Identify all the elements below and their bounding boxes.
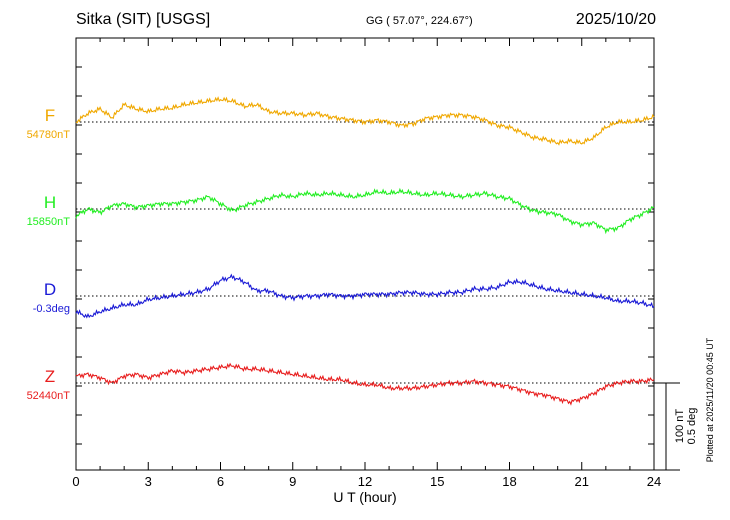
series-F-baseline-value: 54780nT: [27, 129, 71, 141]
series-F-name: F: [45, 106, 55, 125]
series-baselines: [76, 121, 654, 384]
scale-bar: 100 nT 0.5 deg Plotted at 2025/11/20 00:…: [654, 337, 715, 471]
plotted-timestamp: Plotted at 2025/11/20 00:45 UT: [705, 337, 715, 462]
x-tick-label: 3: [145, 474, 152, 489]
plot-date: 2025/10/20: [575, 11, 656, 28]
series-Z-line: [75, 362, 655, 406]
station-coordinates: GG ( 57.07°, 224.67°): [366, 15, 473, 27]
station-title: Sitka (SIT) [USGS]: [76, 11, 211, 28]
x-tick-label: 6: [217, 474, 224, 489]
series-D-name: D: [44, 280, 56, 299]
x-axis: U T (hour) 0 3 6 9 12 15 18 21 24: [72, 474, 661, 505]
series-Z-baseline-value: 52440nT: [27, 390, 71, 402]
series-Z-name: Z: [45, 367, 55, 386]
series-D-line: [75, 273, 655, 319]
series-H-name: H: [44, 193, 56, 212]
x-tick-label: 18: [502, 474, 516, 489]
x-tick-label: 9: [289, 474, 296, 489]
plot-frame: [75, 37, 655, 471]
x-tick-label: 21: [575, 474, 589, 489]
series-H-baseline-value: 15850nT: [27, 216, 71, 228]
x-tick-label: 0: [72, 474, 79, 489]
series-F-line: [75, 96, 655, 146]
frame-ticks: [75, 38, 655, 470]
scale-nt-label: 100 nT: [674, 409, 686, 444]
series-traces: [75, 96, 655, 406]
x-tick-label: 15: [430, 474, 444, 489]
series-D-baseline-value: -0.3deg: [33, 303, 70, 315]
x-axis-title: U T (hour): [333, 489, 396, 505]
x-tick-label: 12: [358, 474, 372, 489]
scale-deg-label: 0.5 deg: [686, 408, 698, 445]
series-labels: F 54780nT H 15850nT D -0.3deg Z 52440nT: [27, 106, 71, 402]
x-tick-label: 24: [647, 474, 661, 489]
series-H-line: [75, 187, 655, 235]
